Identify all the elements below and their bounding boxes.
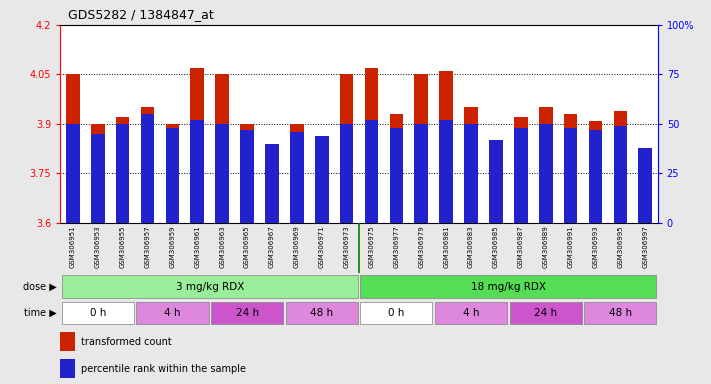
Bar xyxy=(191,68,204,223)
Bar xyxy=(215,124,229,223)
Bar xyxy=(116,124,129,223)
Text: GSM306987: GSM306987 xyxy=(518,225,524,268)
Bar xyxy=(415,74,428,223)
Text: GSM306963: GSM306963 xyxy=(219,225,225,268)
Bar xyxy=(365,68,378,223)
Text: time ▶: time ▶ xyxy=(24,308,57,318)
Bar xyxy=(60,359,75,377)
Bar xyxy=(265,144,279,223)
Text: GSM306951: GSM306951 xyxy=(70,225,76,268)
FancyBboxPatch shape xyxy=(435,302,507,324)
FancyBboxPatch shape xyxy=(584,302,656,324)
Bar xyxy=(514,128,528,223)
Bar xyxy=(166,128,179,223)
Bar xyxy=(439,71,453,223)
Bar xyxy=(638,216,652,223)
Text: GSM306965: GSM306965 xyxy=(244,225,250,268)
Text: GSM306989: GSM306989 xyxy=(542,225,549,268)
Bar xyxy=(141,108,154,223)
Bar xyxy=(240,124,254,223)
FancyBboxPatch shape xyxy=(137,302,208,324)
Text: dose ▶: dose ▶ xyxy=(23,281,57,292)
Text: GSM306983: GSM306983 xyxy=(468,225,474,268)
Text: 4 h: 4 h xyxy=(463,308,479,318)
Bar xyxy=(340,74,353,223)
Text: GDS5282 / 1384847_at: GDS5282 / 1384847_at xyxy=(68,8,213,21)
Bar xyxy=(439,120,453,223)
Text: GSM306995: GSM306995 xyxy=(617,225,624,268)
FancyBboxPatch shape xyxy=(286,302,358,324)
Bar xyxy=(464,108,478,223)
FancyBboxPatch shape xyxy=(62,275,358,298)
Bar xyxy=(141,114,154,223)
Text: transformed count: transformed count xyxy=(81,337,172,347)
Text: GSM306959: GSM306959 xyxy=(169,225,176,268)
Text: GSM306967: GSM306967 xyxy=(269,225,275,268)
Bar xyxy=(415,124,428,223)
Bar xyxy=(91,134,105,223)
Bar xyxy=(614,126,627,223)
Text: GSM306997: GSM306997 xyxy=(642,225,648,268)
Text: 4 h: 4 h xyxy=(164,308,181,318)
Text: GSM306957: GSM306957 xyxy=(144,225,151,268)
Text: GSM306969: GSM306969 xyxy=(294,225,300,268)
Bar xyxy=(539,124,552,223)
Bar xyxy=(589,121,602,223)
Bar xyxy=(614,111,627,223)
Text: 48 h: 48 h xyxy=(310,308,333,318)
Text: GSM306993: GSM306993 xyxy=(592,225,599,268)
Text: 0 h: 0 h xyxy=(388,308,405,318)
FancyBboxPatch shape xyxy=(360,302,432,324)
Bar xyxy=(215,74,229,223)
Bar xyxy=(315,164,328,223)
Bar xyxy=(66,124,80,223)
Text: 3 mg/kg RDX: 3 mg/kg RDX xyxy=(176,281,244,292)
Bar xyxy=(91,124,105,223)
Text: 24 h: 24 h xyxy=(534,308,557,318)
Bar xyxy=(390,114,403,223)
Text: GSM306975: GSM306975 xyxy=(368,225,375,268)
Bar xyxy=(166,124,179,223)
Bar xyxy=(464,124,478,223)
Text: 18 mg/kg RDX: 18 mg/kg RDX xyxy=(471,281,546,292)
Text: GSM306981: GSM306981 xyxy=(443,225,449,268)
Text: GSM306971: GSM306971 xyxy=(319,225,325,268)
Bar xyxy=(489,164,503,223)
Text: GSM306991: GSM306991 xyxy=(567,225,574,268)
Bar xyxy=(315,136,328,223)
FancyBboxPatch shape xyxy=(62,302,134,324)
Text: 0 h: 0 h xyxy=(90,308,106,318)
Text: GSM306977: GSM306977 xyxy=(393,225,400,268)
Bar xyxy=(116,117,129,223)
Text: GSM306955: GSM306955 xyxy=(119,225,126,268)
Text: GSM306985: GSM306985 xyxy=(493,225,499,268)
Bar xyxy=(390,128,403,223)
Text: GSM306953: GSM306953 xyxy=(95,225,101,268)
Bar xyxy=(564,114,577,223)
Bar xyxy=(539,108,552,223)
Bar xyxy=(240,130,254,223)
Text: 24 h: 24 h xyxy=(235,308,259,318)
Bar xyxy=(191,120,204,223)
Bar xyxy=(564,128,577,223)
Bar xyxy=(365,120,378,223)
Bar xyxy=(290,124,304,223)
FancyBboxPatch shape xyxy=(211,302,283,324)
Bar xyxy=(66,74,80,223)
Bar xyxy=(60,333,75,351)
Text: 48 h: 48 h xyxy=(609,308,632,318)
Bar xyxy=(265,190,279,223)
Text: GSM306973: GSM306973 xyxy=(343,225,350,268)
Text: percentile rank within the sample: percentile rank within the sample xyxy=(81,364,246,374)
Bar xyxy=(638,147,652,223)
Bar xyxy=(290,132,304,223)
Bar xyxy=(589,130,602,223)
Bar xyxy=(514,117,528,223)
Bar xyxy=(489,140,503,223)
FancyBboxPatch shape xyxy=(510,302,582,324)
Text: GSM306979: GSM306979 xyxy=(418,225,424,268)
Text: GSM306961: GSM306961 xyxy=(194,225,201,268)
Bar xyxy=(340,124,353,223)
FancyBboxPatch shape xyxy=(360,275,656,298)
